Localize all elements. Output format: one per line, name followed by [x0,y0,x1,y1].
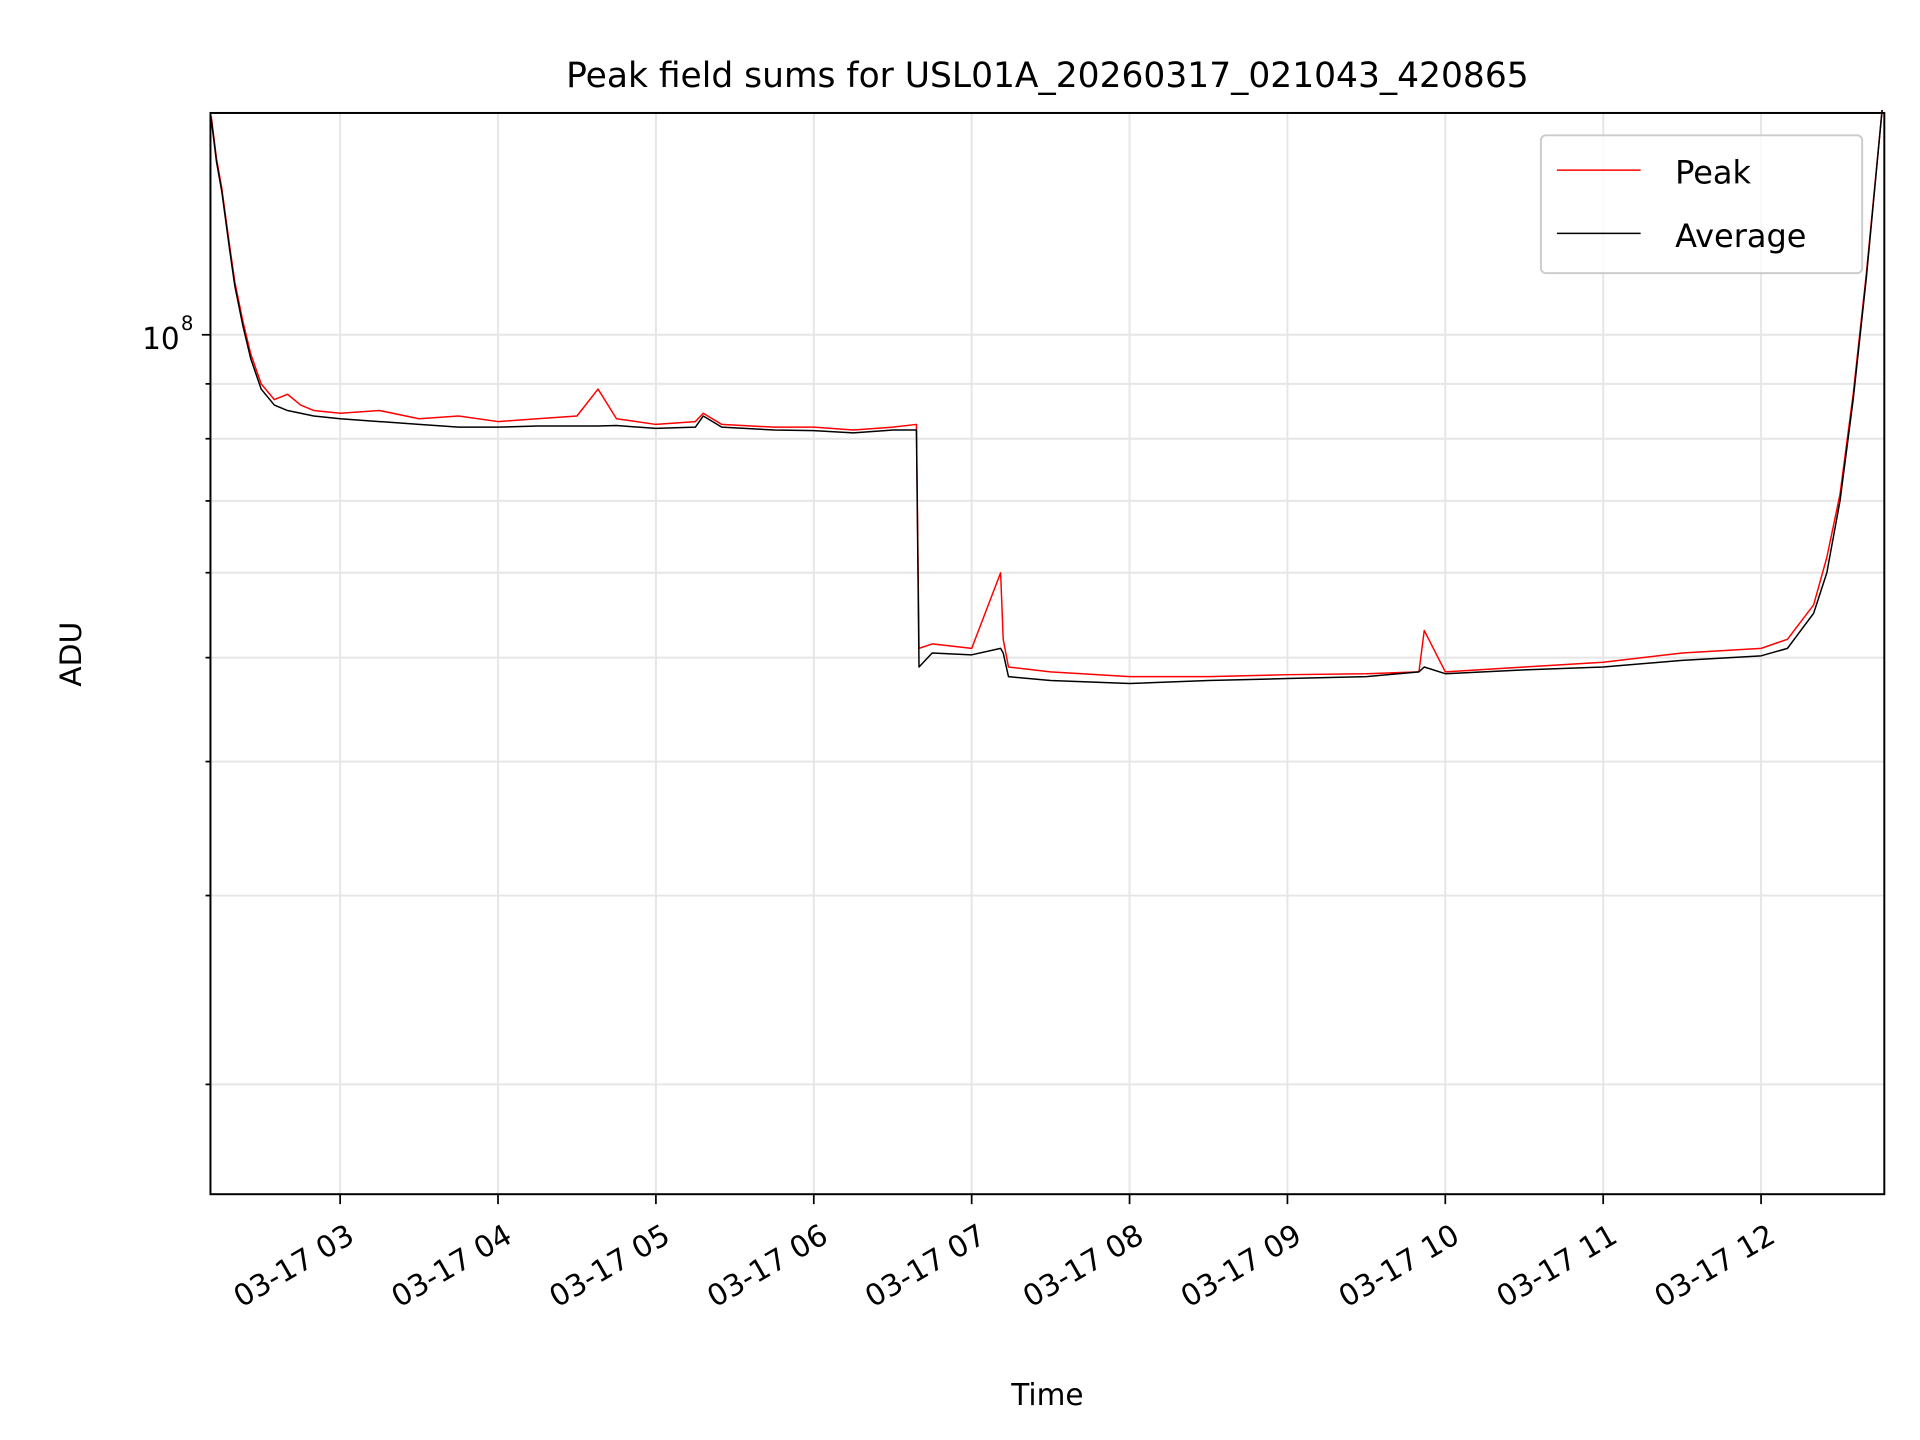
x-axis-label: Time [1010,1377,1083,1412]
y-tick-exp: 8 [181,312,194,335]
y-tick-base: 10 [142,321,180,356]
ticks: 03-17 03 03-17 04 03-17 05 03-17 06 03-17 07… [201,333,1781,1314]
series-line-average [210,110,1883,685]
x-tick-label: 03-17 09 [1175,1217,1307,1314]
x-tick-label: 03-17 10 [1332,1217,1464,1314]
series-lines [210,110,1883,685]
x-tick-label: 03-17 08 [1017,1217,1149,1314]
legend-peak-label: Peak [1675,154,1751,192]
legend: Peak Average [1539,134,1864,275]
plot-frame [209,111,1886,1196]
svg-text:10: 10 [142,321,180,356]
x-tick-label: 03-17 12 [1648,1217,1780,1314]
x-tick-label: 03-17 04 [385,1217,517,1314]
y-axis-label: ADU [53,622,88,687]
x-tick-label: 03-17 06 [701,1217,833,1314]
legend-average-label: Average [1675,217,1806,255]
grid [210,112,1885,1195]
x-tick-label: 03-17 05 [543,1217,675,1314]
x-tick-label: 03-17 11 [1490,1217,1622,1314]
series-line-peak [210,110,1883,678]
y-major-tick-label: 10 8 [142,312,193,356]
x-tick-label: 03-17 03 [227,1217,359,1314]
x-tick-label: 03-17 07 [859,1217,991,1314]
chart-title: Peak field sums for USL01A_20260317_0210… [566,56,1529,96]
